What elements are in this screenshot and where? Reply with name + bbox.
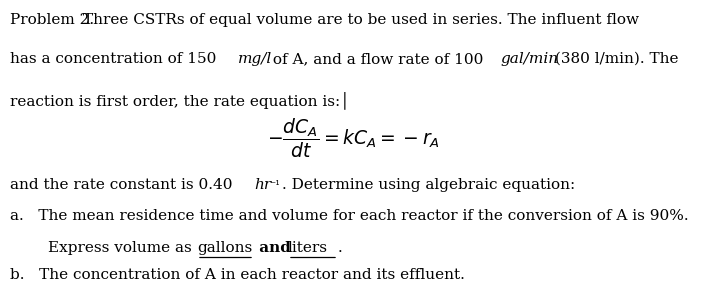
- Text: hr: hr: [254, 178, 271, 192]
- Text: b.   The concentration of A in each reactor and its effluent.: b. The concentration of A in each reacto…: [10, 268, 465, 282]
- Text: mg/l: mg/l: [238, 52, 273, 66]
- Text: and: and: [254, 241, 296, 255]
- Text: has a concentration of 150: has a concentration of 150: [10, 52, 221, 66]
- Text: .: .: [338, 241, 342, 255]
- Text: . Determine using algebraic equation:: . Determine using algebraic equation:: [282, 178, 575, 192]
- Text: reaction is first order, the rate equation is:│: reaction is first order, the rate equati…: [10, 91, 349, 109]
- Text: (380 l/min). The: (380 l/min). The: [550, 52, 678, 66]
- Text: a.   The mean residence time and volume for each reactor if the conversion of A : a. The mean residence time and volume fo…: [10, 209, 688, 223]
- Text: Problem 2.: Problem 2.: [10, 13, 94, 27]
- Text: liters: liters: [288, 241, 328, 255]
- Text: gal/min: gal/min: [500, 52, 558, 66]
- Text: ⁻¹: ⁻¹: [270, 179, 280, 192]
- Text: Three CSTRs of equal volume are to be used in series. The influent flow: Three CSTRs of equal volume are to be us…: [83, 13, 639, 27]
- Text: gallons: gallons: [197, 241, 252, 255]
- Text: of A, and a flow rate of 100: of A, and a flow rate of 100: [268, 52, 489, 66]
- Text: Express volume as: Express volume as: [48, 241, 197, 255]
- Text: $-\dfrac{dC_A}{dt} = kC_A = -r_A$: $-\dfrac{dC_A}{dt} = kC_A = -r_A$: [267, 116, 439, 159]
- Text: and the rate constant is 0.40: and the rate constant is 0.40: [10, 178, 237, 192]
